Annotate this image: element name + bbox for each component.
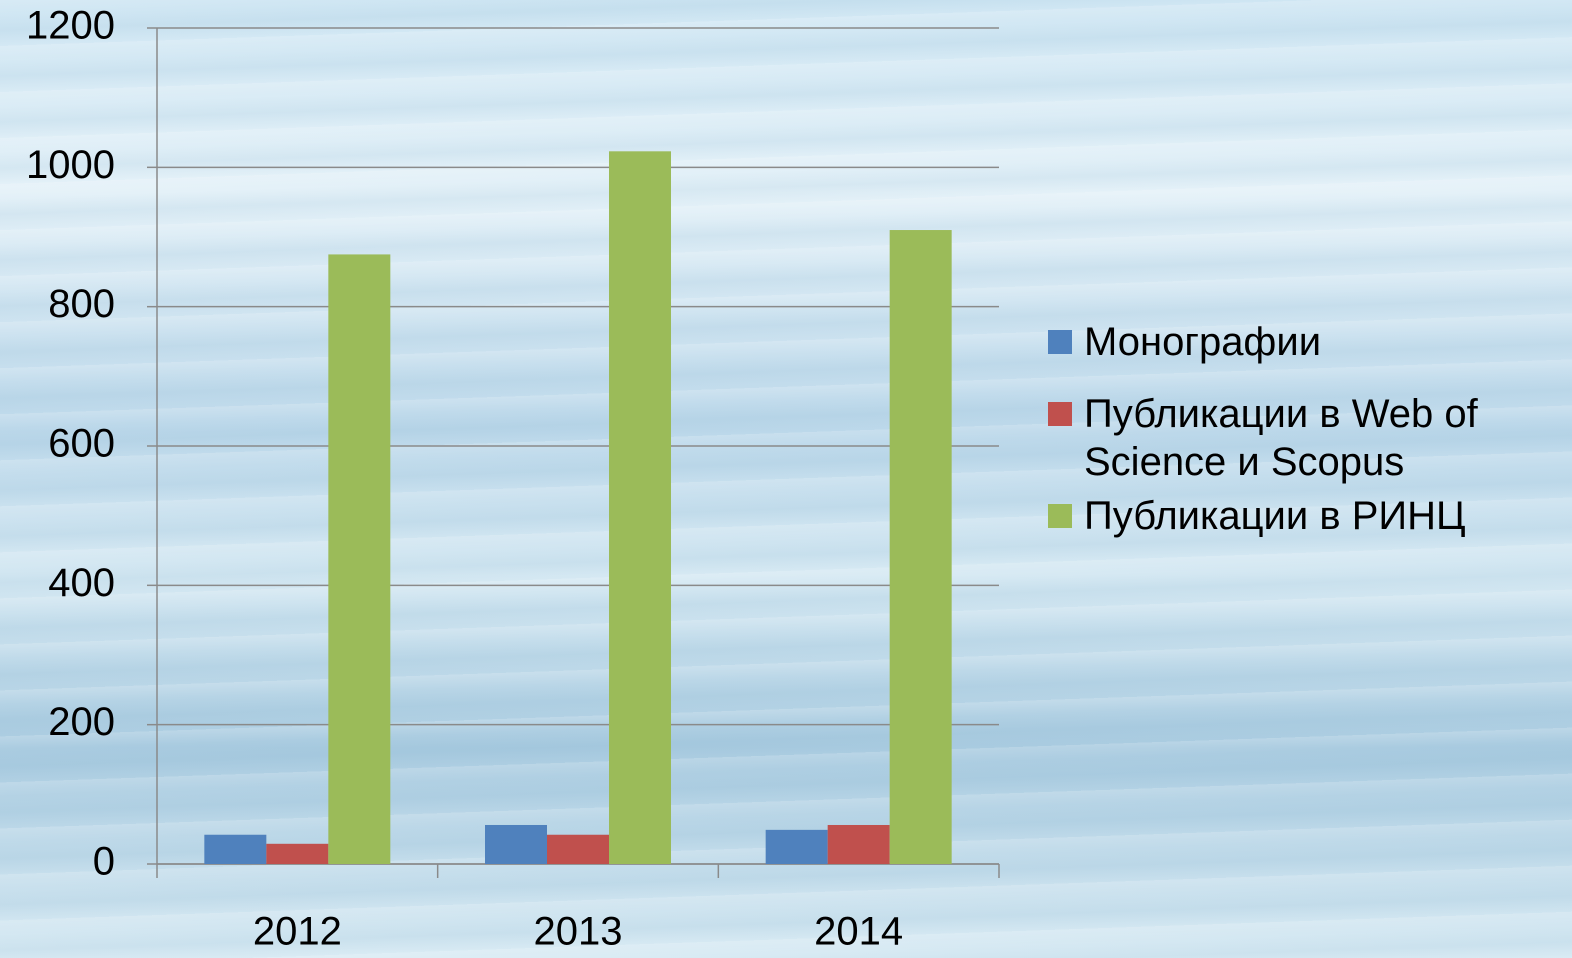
legend-swatch: [1048, 402, 1072, 426]
bar: [485, 824, 547, 864]
y-tick-label: 800: [48, 282, 115, 326]
legend-swatch: [1048, 504, 1072, 528]
legend-swatch: [1048, 330, 1072, 354]
legend-label: Публикации в Web of Science и Scopus: [1084, 392, 1478, 484]
legend: Монографии Публикации в Web of Science и …: [1048, 318, 1548, 564]
y-tick-label: 0: [93, 840, 115, 884]
bar: [765, 829, 828, 864]
bar: [609, 151, 671, 864]
x-tick-label: 2012: [253, 910, 342, 954]
bar: [328, 254, 391, 864]
x-tick-label: 2013: [534, 910, 623, 954]
legend-item: Монографии: [1048, 318, 1548, 366]
x-tick-label: 2014: [814, 910, 903, 954]
legend-item: Публикации в Web of Science и Scopus: [1048, 390, 1548, 486]
bar: [547, 834, 609, 864]
bar: [204, 834, 267, 864]
y-tick-label: 1200: [26, 4, 115, 48]
y-tick-label: 1000: [26, 143, 115, 187]
bar: [827, 824, 890, 864]
y-tick-label: 600: [48, 422, 115, 466]
y-tick-label: 200: [48, 700, 115, 744]
y-tick-label: 400: [48, 561, 115, 605]
bar: [266, 843, 329, 864]
legend-label: Публикации в РИНЦ: [1084, 494, 1466, 538]
bar: [889, 230, 952, 865]
legend-item: Публикации в РИНЦ: [1048, 492, 1548, 540]
legend-label: Монографии: [1084, 320, 1322, 364]
